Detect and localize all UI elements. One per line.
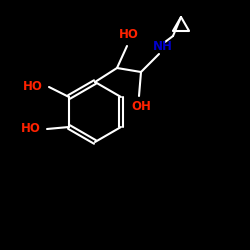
- Text: NH: NH: [153, 40, 173, 52]
- Text: HO: HO: [23, 80, 43, 92]
- Text: OH: OH: [131, 100, 151, 112]
- Text: HO: HO: [119, 28, 139, 40]
- Text: HO: HO: [21, 122, 41, 136]
